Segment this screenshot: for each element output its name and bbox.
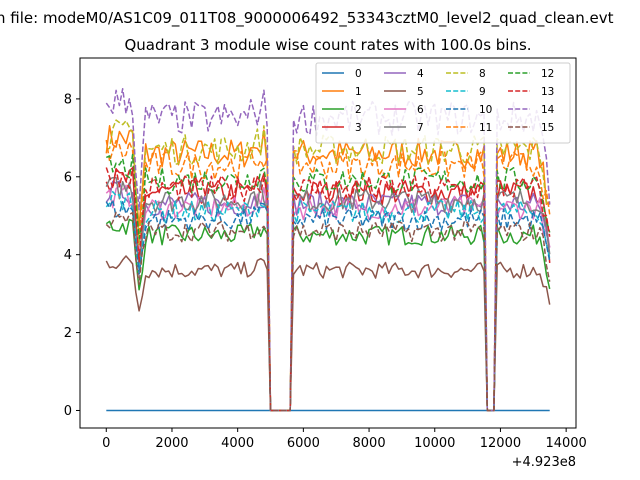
series-line-2 [105, 218, 551, 412]
series-line-12 [105, 153, 551, 412]
legend-label-15: 15 [541, 122, 554, 134]
y-tick-label: 4 [64, 248, 72, 263]
y-tick-label: 2 [64, 326, 72, 341]
x-tick-label: 10000 [414, 436, 455, 451]
legend-box [315, 62, 571, 144]
plot-frame [79, 57, 577, 429]
legend-label-7: 7 [417, 122, 424, 134]
chart-title: Quadrant 3 module wise count rates with … [124, 36, 531, 54]
series-line-13 [105, 166, 551, 412]
legend-label-14: 14 [541, 104, 555, 116]
series-line-11 [105, 139, 551, 412]
legend-label-2: 2 [355, 104, 362, 116]
x-tick-label: 8000 [353, 436, 386, 451]
series-line-1 [105, 125, 551, 412]
x-tick-label: 14000 [545, 436, 586, 451]
x-tick-label: 0 [102, 436, 110, 451]
series-lines [105, 87, 551, 412]
legend-label-1: 1 [355, 86, 362, 98]
x-tick-label: 6000 [287, 436, 320, 451]
series-line-10 [105, 199, 551, 412]
y-axis-ticks: 0 2 4 6 8 [64, 92, 80, 419]
legend-label-10: 10 [479, 104, 492, 116]
series-line-15 [105, 211, 551, 412]
y-tick-label: 6 [64, 170, 72, 185]
legend-label-13: 13 [541, 86, 554, 98]
legend-label-8: 8 [479, 68, 486, 80]
x-axis-ticks: 0 2000 4000 6000 8000 10000 12000 14000 [102, 428, 587, 451]
x-tick-label: 12000 [480, 436, 521, 451]
y-tick-label: 0 [64, 404, 72, 419]
x-tick-label: 2000 [155, 436, 188, 451]
y-tick-label: 8 [64, 92, 72, 107]
legend-label-11: 11 [479, 122, 492, 134]
x-offset-label: +4.923e8 [512, 455, 576, 470]
legend-label-0: 0 [355, 68, 362, 80]
legend-label-9: 9 [479, 86, 486, 98]
figure-suptitle: n file: modeM0/AS1C09_011T08_9000006492_… [0, 9, 614, 28]
x-tick-label: 4000 [221, 436, 254, 451]
series-line-5 [105, 255, 551, 412]
series-line-7 [105, 176, 551, 412]
legend-label-3: 3 [355, 122, 362, 134]
legend-label-4: 4 [417, 68, 424, 80]
legend-label-6: 6 [417, 104, 424, 116]
legend-label-12: 12 [541, 68, 554, 80]
legend-label-5: 5 [417, 86, 424, 98]
